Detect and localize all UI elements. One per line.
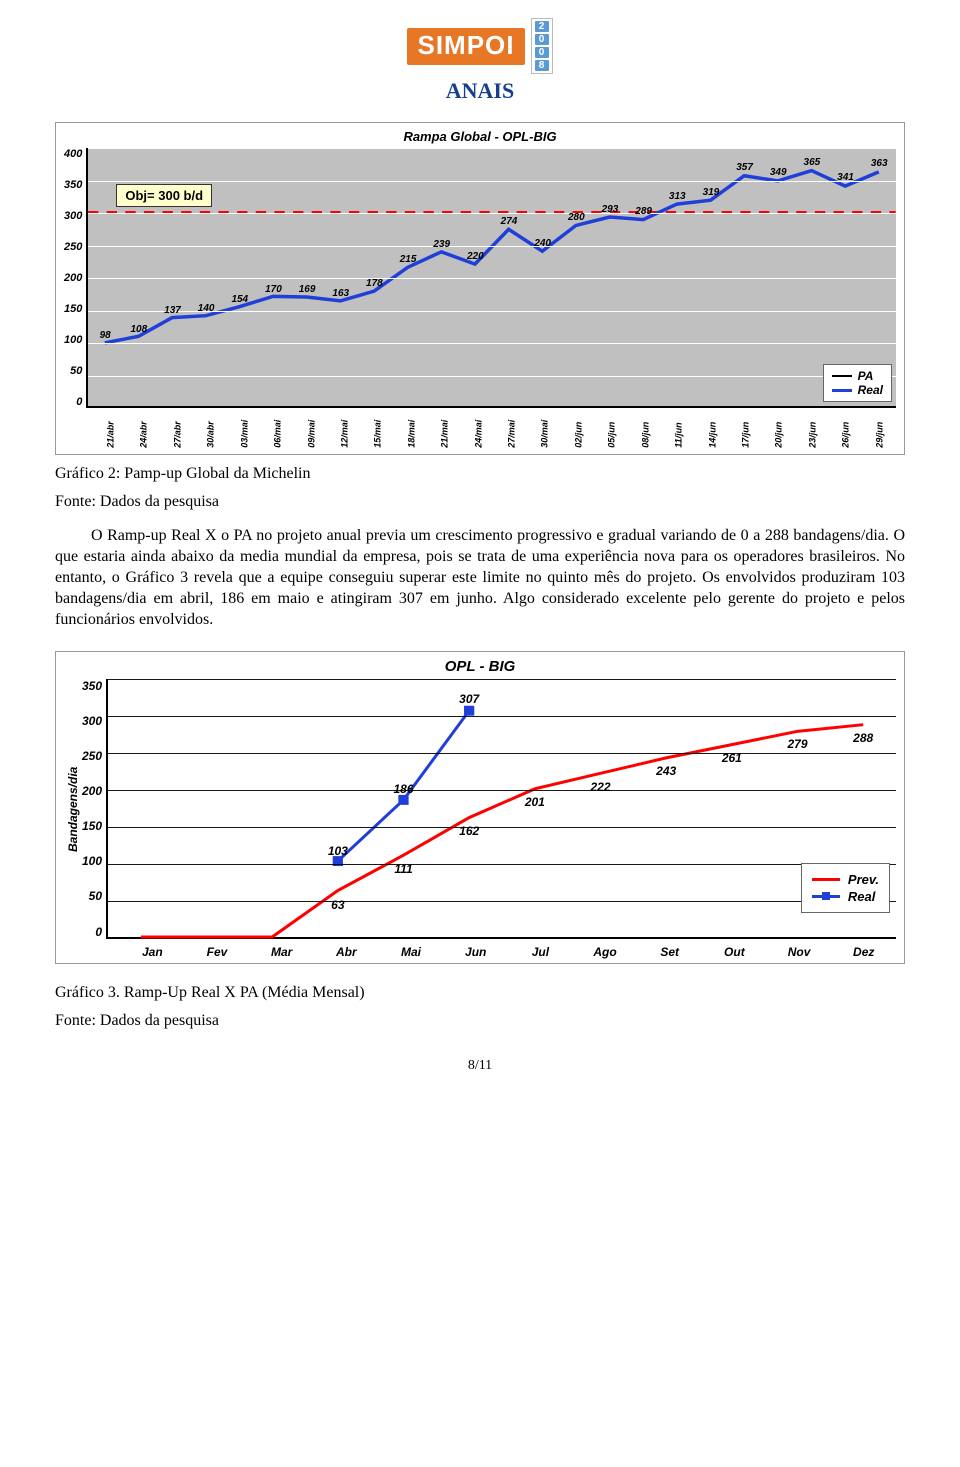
chart1-title: Rampa Global - OPL-BIG <box>64 129 896 144</box>
chart2-caption: Gráfico 3. Ramp-Up Real X PA (Média Mens… <box>55 984 905 1002</box>
header-logo: SIMPOI 2 0 0 8 <box>55 18 905 74</box>
legend-label-real2: Real <box>848 889 875 904</box>
year-badge: 2 0 0 8 <box>531 18 553 74</box>
chart2-ylabel: Bandagens/dia <box>64 679 82 939</box>
body-paragraph: O Ramp-up Real X o PA no projeto anual p… <box>55 525 905 631</box>
chart2-lines <box>108 679 896 937</box>
legend-swatch-pa <box>832 375 852 377</box>
legend-swatch-real2 <box>812 892 840 900</box>
chart1-y-axis: 400350300250200150100500 <box>64 148 86 408</box>
chart2-title: OPL - BIG <box>64 658 896 675</box>
chart2-source: Fonte: Dados da pesquisa <box>55 1012 905 1030</box>
chart2-y-axis: 350300250200150100500 <box>82 679 106 939</box>
legend-swatch-real <box>832 389 852 392</box>
chart1-source: Fonte: Dados da pesquisa <box>55 493 905 511</box>
chart1-legend: PA Real <box>823 364 892 402</box>
chart2-x-axis: JanFevMarAbrMaiJunJulAgoSetOutNovDez <box>120 945 896 959</box>
chart1-plot: Obj= 300 b/d 981081371401541701691631782… <box>86 148 896 408</box>
chart1-caption: Gráfico 2: Pamp-up Global da Michelin <box>55 465 905 483</box>
brand-label: SIMPOI <box>407 28 524 65</box>
objective-callout: Obj= 300 b/d <box>116 184 212 207</box>
anais-title: ANAIS <box>55 78 905 104</box>
legend-label-pa: PA <box>858 369 874 383</box>
chart2-plot: 63111162201222243261279288103186307 <box>106 679 896 939</box>
chart1-container: Rampa Global - OPL-BIG 40035030025020015… <box>55 122 905 455</box>
legend-label-real: Real <box>858 383 883 397</box>
chart2-container: OPL - BIG Bandagens/dia 3503002502001501… <box>55 651 905 964</box>
chart1-x-axis: 21/abr24/abr27/abr30/abr03/mai06/mai09/m… <box>94 412 896 450</box>
legend-swatch-prev <box>812 878 840 881</box>
chart2-legend: Prev. Real <box>801 863 890 913</box>
page-number: 8/11 <box>55 1058 905 1074</box>
legend-label-prev: Prev. <box>848 872 879 887</box>
